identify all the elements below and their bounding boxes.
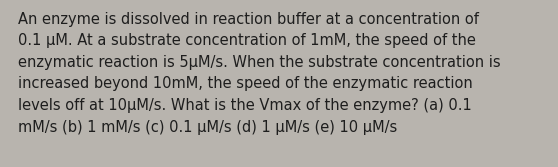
Text: An enzyme is dissolved in reaction buffer at a concentration of
0.1 μM. At a sub: An enzyme is dissolved in reaction buffe… (18, 12, 501, 135)
